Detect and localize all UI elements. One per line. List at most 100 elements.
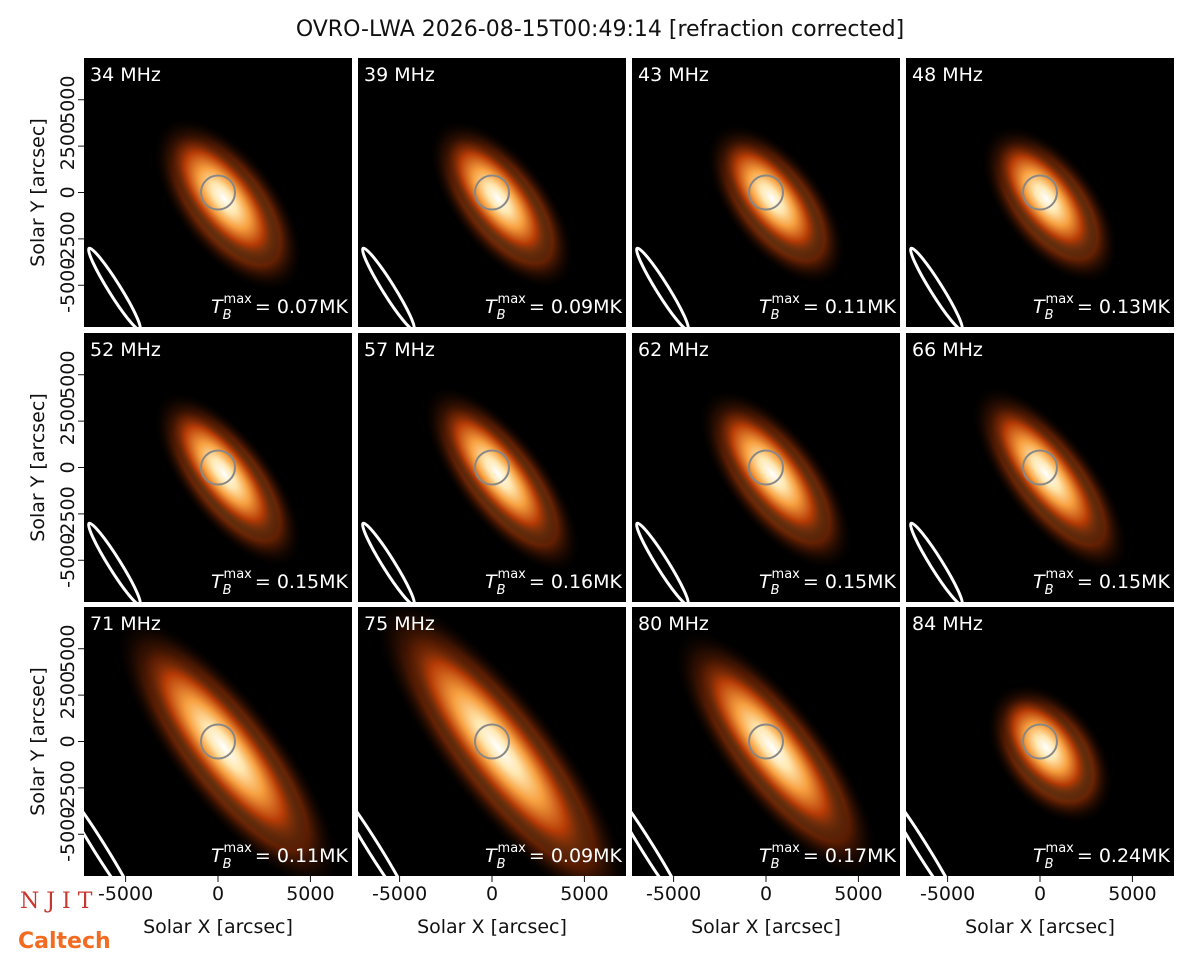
x-tick-label: 0 <box>486 883 498 905</box>
tb-superscript: max <box>1046 841 1075 856</box>
x-tick-label: 5000 <box>286 883 334 905</box>
panel <box>906 58 1174 327</box>
tb-symbol: T <box>1033 845 1046 867</box>
panel <box>358 333 626 602</box>
panel <box>632 333 900 602</box>
tb-value: = 0.24MK <box>1077 845 1171 867</box>
x-tick-label: 0 <box>1034 883 1046 905</box>
x-tick-label: 5000 <box>1108 883 1156 905</box>
panel <box>632 58 900 327</box>
tb-subscript: B <box>497 583 506 598</box>
tb-superscript: max <box>772 567 801 582</box>
tb-subscript: B <box>1045 583 1054 598</box>
frequency-label: 84 MHz <box>912 613 983 635</box>
y-axis-label: Solar Y [arcsec] <box>27 118 49 266</box>
emission <box>438 401 558 546</box>
tb-subscript: B <box>223 857 232 872</box>
tb-symbol: T <box>485 845 498 867</box>
emission <box>443 133 553 264</box>
tb-value: = 0.09MK <box>529 296 623 318</box>
y-tick-label: -5000 <box>57 533 79 588</box>
panel <box>358 607 626 876</box>
tb-superscript: max <box>224 292 253 307</box>
beam <box>361 521 416 602</box>
y-tick-label: -5000 <box>57 258 79 313</box>
x-tick-label: -5000 <box>98 883 153 905</box>
tb-max-label: TBmax = 0.13MK <box>1033 292 1171 323</box>
y-tick-label: -2500 <box>57 486 79 541</box>
tb-superscript: max <box>772 841 801 856</box>
frequency-label: 39 MHz <box>364 64 435 86</box>
tb-max-label: TBmax = 0.15MK <box>211 567 349 598</box>
x-axis-label: Solar X [arcsec] <box>417 916 567 938</box>
beam <box>909 521 964 602</box>
emission <box>400 627 596 868</box>
solar-disk <box>474 723 510 760</box>
beam <box>909 246 964 327</box>
y-axis-label: Solar Y [arcsec] <box>27 393 49 541</box>
emission <box>719 136 825 261</box>
panel <box>84 333 352 602</box>
solar-disk <box>1022 723 1058 760</box>
tb-value: = 0.11MK <box>255 845 349 867</box>
tb-value: = 0.07MK <box>255 296 349 318</box>
frequency-label: 48 MHz <box>912 64 983 86</box>
tb-value: = 0.13MK <box>1077 296 1171 318</box>
tb-superscript: max <box>772 292 801 307</box>
solar-disk <box>1022 174 1058 211</box>
x-axis-label: Solar X [arcsec] <box>691 916 841 938</box>
emission <box>995 138 1097 259</box>
tb-symbol: T <box>759 845 772 867</box>
panel <box>906 333 1174 602</box>
solar-disk <box>748 174 784 211</box>
logo-njit: N J I T <box>20 889 93 914</box>
y-tick-label: 2500 <box>57 671 79 719</box>
tb-superscript: max <box>224 567 253 582</box>
frequency-label: 52 MHz <box>90 339 161 361</box>
x-tick-label: 5000 <box>560 883 608 905</box>
frequency-label: 62 MHz <box>638 339 709 361</box>
tb-subscript: B <box>771 583 780 598</box>
tb-max-label: TBmax = 0.15MK <box>1033 567 1171 598</box>
emission <box>694 652 850 843</box>
figure-title: OVRO-LWA 2026-08-15T00:49:14 [refraction… <box>296 17 904 42</box>
tb-max-label: TBmax = 0.17MK <box>759 841 897 872</box>
tb-max-label: TBmax = 0.11MK <box>759 292 897 323</box>
x-tick-label: -5000 <box>646 883 701 905</box>
tb-value: = 0.09MK <box>529 845 623 867</box>
tb-max-label: TBmax = 0.15MK <box>759 567 897 598</box>
emission <box>167 132 281 265</box>
tb-max-label: TBmax = 0.07MK <box>211 292 349 323</box>
tb-value: = 0.15MK <box>1077 571 1171 593</box>
x-tick-label: -5000 <box>372 883 427 905</box>
y-tick-label: 5000 <box>57 625 79 673</box>
y-tick-label: -5000 <box>57 807 79 862</box>
frequency-label: 43 MHz <box>638 64 709 86</box>
tb-superscript: max <box>224 841 253 856</box>
beam <box>358 785 414 876</box>
tb-superscript: max <box>1046 567 1075 582</box>
tb-value: = 0.16MK <box>529 571 623 593</box>
solar-disk <box>748 449 784 486</box>
x-tick-label: -5000 <box>920 883 975 905</box>
x-tick-label: 0 <box>212 883 224 905</box>
y-tick-label: 5000 <box>57 351 79 399</box>
tb-symbol: T <box>759 571 772 593</box>
beam <box>632 785 688 876</box>
panel <box>632 607 900 876</box>
frequency-label: 75 MHz <box>364 613 435 635</box>
y-tick-label: -2500 <box>57 211 79 266</box>
tb-symbol: T <box>759 296 772 318</box>
x-tick-label: 5000 <box>834 883 882 905</box>
panel <box>84 58 352 327</box>
tb-value: = 0.11MK <box>803 296 897 318</box>
tb-symbol: T <box>211 296 224 318</box>
tb-superscript: max <box>498 567 527 582</box>
tb-subscript: B <box>1045 857 1054 872</box>
tb-symbol: T <box>1033 571 1046 593</box>
solar-disk <box>474 449 510 486</box>
y-tick-label: -2500 <box>57 760 79 815</box>
emission <box>139 642 309 853</box>
x-axis-label: Solar X [arcsec] <box>143 916 293 938</box>
